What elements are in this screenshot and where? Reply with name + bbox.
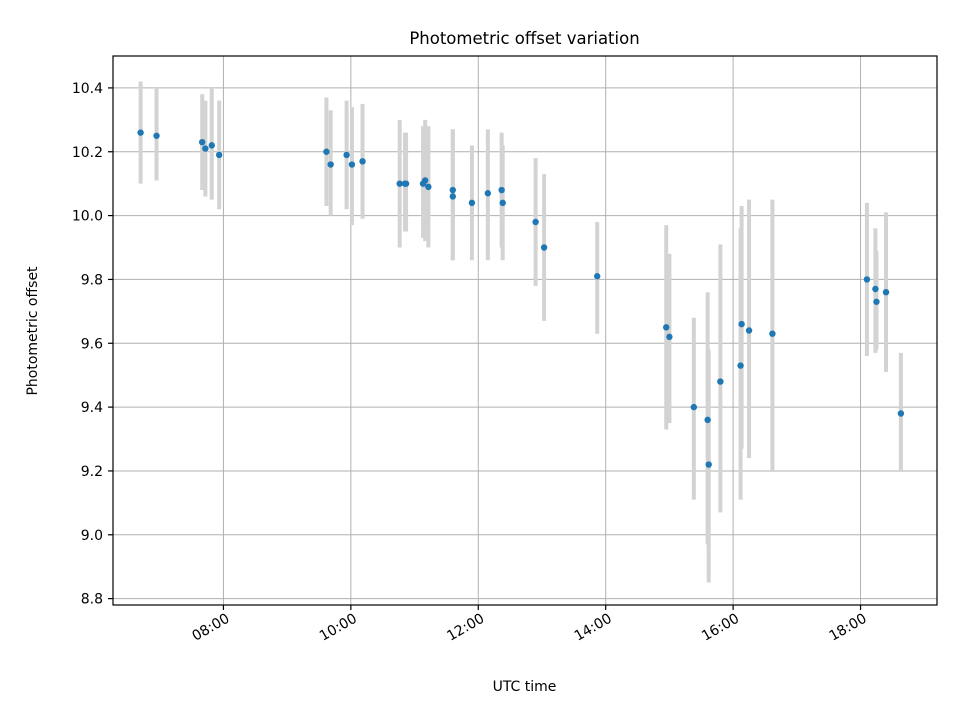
grid-layer xyxy=(113,56,937,605)
data-point xyxy=(897,410,905,417)
data-point xyxy=(327,161,334,168)
data-point xyxy=(323,148,330,155)
data-point xyxy=(343,151,350,159)
data-point xyxy=(873,298,880,305)
data-point xyxy=(704,416,711,424)
data-point xyxy=(359,158,366,165)
x-axis: 08:00 10:00 12:00 14:00 16:00 18:00 xyxy=(189,605,870,645)
data-point xyxy=(769,330,776,337)
x-tick-label: 08:00 xyxy=(189,611,232,645)
y-tick-label: 10.0 xyxy=(72,209,103,225)
data-point xyxy=(468,199,476,207)
data-point xyxy=(208,142,215,149)
plot-frame xyxy=(112,55,938,606)
data-point xyxy=(705,461,712,468)
x-tick-label: 10:00 xyxy=(317,611,360,645)
points-layer xyxy=(137,129,905,468)
data-point xyxy=(738,320,745,328)
data-point xyxy=(717,378,724,385)
data-point xyxy=(666,333,673,341)
y-tick-label: 10.2 xyxy=(72,145,103,161)
data-point xyxy=(882,288,890,296)
data-point xyxy=(421,177,429,184)
data-point xyxy=(198,138,206,146)
data-point xyxy=(402,180,410,187)
y-tick-label: 9.6 xyxy=(81,336,103,352)
x-tick-label: 12:00 xyxy=(444,611,487,645)
y-tick-label: 9.8 xyxy=(81,272,103,288)
data-point xyxy=(690,403,698,411)
data-point xyxy=(484,190,492,197)
data-point xyxy=(202,145,209,152)
data-point xyxy=(396,180,403,187)
y-axis: 8.8 9.0 9.2 9.4 9.6 9.8 10.0 10.2 10.4 xyxy=(72,81,113,608)
data-point xyxy=(737,362,744,369)
data-point xyxy=(348,161,356,168)
x-tick-label: 16:00 xyxy=(699,611,742,645)
data-point xyxy=(745,327,753,334)
data-point xyxy=(499,199,506,207)
y-tick-label: 9.0 xyxy=(81,528,103,544)
data-point xyxy=(449,186,456,194)
y-tick-label: 9.4 xyxy=(81,400,103,416)
errorbar-layer xyxy=(138,81,903,583)
data-point xyxy=(540,244,548,251)
data-point xyxy=(449,193,456,200)
data-point xyxy=(425,183,432,191)
data-point xyxy=(863,276,871,283)
data-point xyxy=(594,273,601,280)
y-axis-label: Photometric offset xyxy=(25,266,41,396)
y-tick-label: 10.4 xyxy=(72,81,103,97)
x-tick-label: 18:00 xyxy=(827,611,870,645)
chart-title: Photometric offset variation xyxy=(409,29,639,48)
y-tick-label: 8.8 xyxy=(81,592,103,608)
data-point xyxy=(153,132,160,139)
data-point xyxy=(137,129,144,136)
x-tick-label: 14:00 xyxy=(572,611,615,645)
y-tick-label: 9.2 xyxy=(81,464,103,480)
data-point xyxy=(532,218,539,226)
data-point xyxy=(498,186,505,194)
data-point xyxy=(663,324,670,331)
data-point xyxy=(872,285,879,293)
data-point xyxy=(215,151,223,159)
x-axis-label: UTC time xyxy=(493,679,557,695)
